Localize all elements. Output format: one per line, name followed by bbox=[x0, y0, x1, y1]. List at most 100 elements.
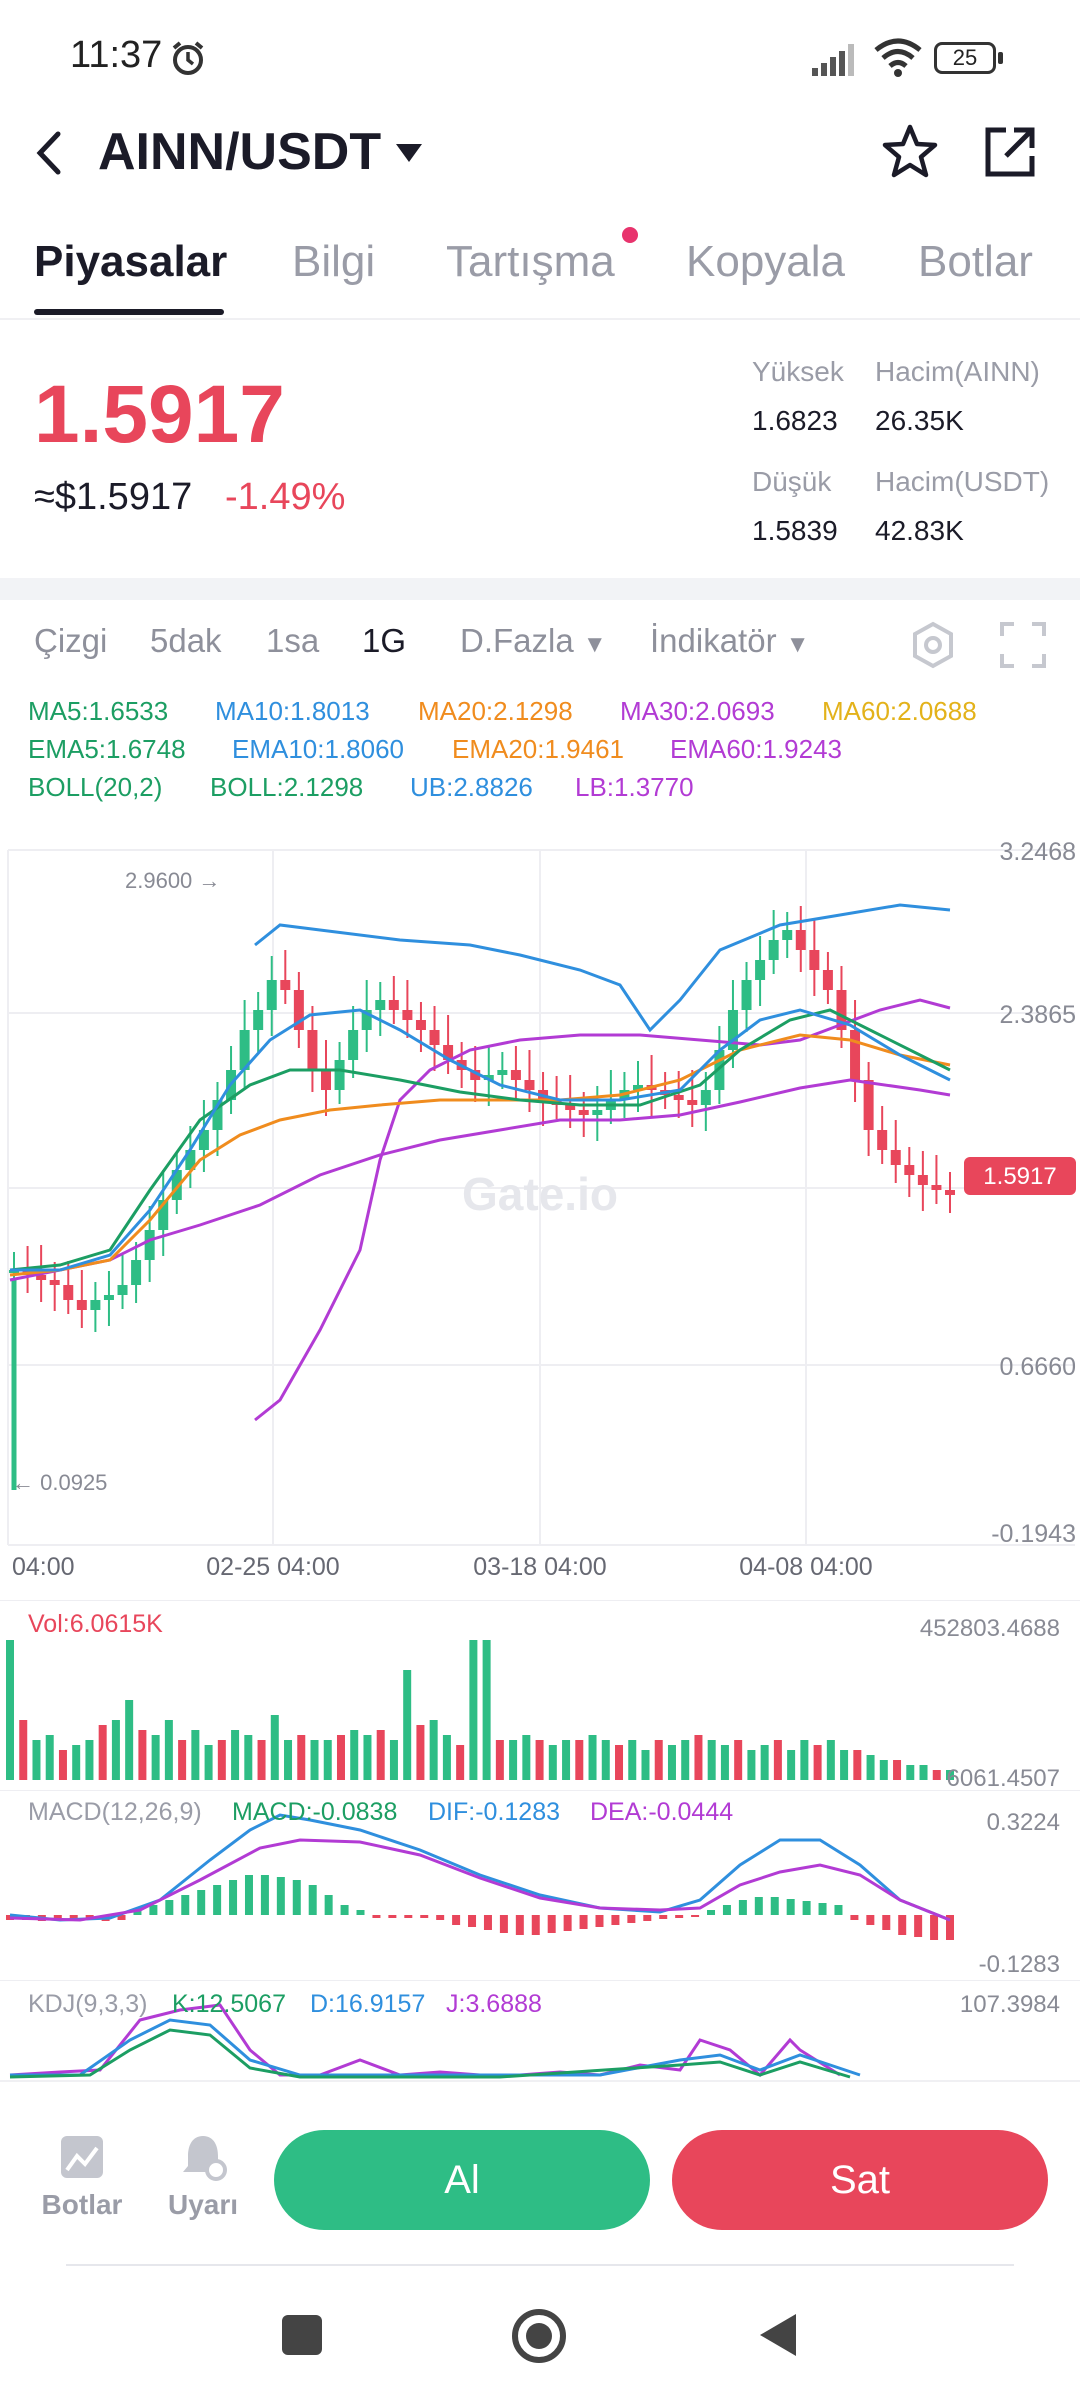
more-intervals-dropdown[interactable]: D.Fazla ▼ bbox=[460, 622, 607, 660]
macd-bar bbox=[786, 1899, 795, 1915]
candle-body bbox=[361, 1010, 372, 1030]
macd-bar bbox=[229, 1880, 238, 1915]
pair-dropdown-icon[interactable] bbox=[396, 144, 422, 164]
macd-bar bbox=[627, 1915, 636, 1923]
macd-bar bbox=[197, 1890, 206, 1915]
candle-body bbox=[904, 1165, 915, 1175]
candle-body bbox=[863, 1080, 874, 1130]
moving-average-lines bbox=[9, 903, 951, 1422]
volume-min: 6061.4507 bbox=[947, 1765, 1060, 1790]
candle-body bbox=[90, 1300, 101, 1310]
volume-bar bbox=[615, 1745, 624, 1780]
volume-bar bbox=[893, 1760, 902, 1780]
alert-button[interactable]: Uyarı bbox=[158, 2130, 248, 2240]
volume-bar bbox=[840, 1750, 849, 1780]
macd-chart: MACD(12,26,9) MACD:-0.0838 DIF:-0.1283 D… bbox=[0, 1790, 1080, 1978]
macd-bar bbox=[244, 1875, 253, 1915]
tab-bilgi[interactable]: Bilgi bbox=[292, 237, 376, 286]
battery-icon: 25 bbox=[934, 42, 996, 74]
bots-button[interactable]: Botlar bbox=[36, 2130, 128, 2240]
candle-body bbox=[158, 1200, 169, 1230]
usd-price: ≈$1.5917 bbox=[34, 476, 193, 518]
fullscreen-icon[interactable] bbox=[998, 620, 1048, 670]
low-marker: ← 0.0925 bbox=[12, 1470, 107, 1495]
interval-1d[interactable]: 1G bbox=[362, 622, 407, 659]
legend-boll-lb: LB:1.3770 bbox=[575, 772, 694, 802]
candle-body bbox=[592, 1110, 603, 1115]
legend-ema10: EMA10:1.8060 bbox=[232, 734, 405, 764]
volume-bar bbox=[58, 1750, 67, 1780]
tab-kopyala[interactable]: Kopyala bbox=[686, 237, 846, 286]
kdj-d-value: D:16.9157 bbox=[310, 1990, 425, 2018]
y-axis-label: -0.1943 bbox=[991, 1520, 1076, 1548]
legend-ma60: MA60:2.0688 bbox=[822, 696, 977, 726]
x-axis-label: 03-18 04:00 bbox=[473, 1553, 606, 1581]
macd-bar bbox=[260, 1875, 269, 1915]
volume-bar bbox=[98, 1725, 107, 1780]
macd-bar bbox=[898, 1915, 907, 1935]
dea-value: DEA:-0.0444 bbox=[590, 1798, 733, 1826]
volume-bar bbox=[932, 1770, 941, 1780]
home-icon[interactable] bbox=[510, 2307, 568, 2365]
macd-bar bbox=[276, 1877, 285, 1915]
macd-bar bbox=[404, 1915, 413, 1918]
more-intervals-label: D.Fazla bbox=[460, 622, 574, 659]
candle-body bbox=[510, 1070, 521, 1080]
candlestick-chart[interactable]: Gate.io 2.9600 → ← 0.0925 3.2468 2.3865 … bbox=[0, 830, 1080, 1600]
high-value: 1.6823 bbox=[752, 405, 838, 436]
chart-settings-icon[interactable] bbox=[908, 620, 958, 670]
share-icon[interactable] bbox=[980, 122, 1040, 182]
recent-apps-icon[interactable] bbox=[282, 2315, 322, 2355]
pair-title[interactable]: AINN/USDT bbox=[98, 123, 382, 181]
volume-bar bbox=[429, 1720, 438, 1780]
buy-button[interactable]: Al bbox=[274, 2130, 650, 2230]
volume-bar bbox=[178, 1740, 187, 1780]
interval-5m[interactable]: 5dak bbox=[150, 622, 222, 659]
last-price: 1.5917 bbox=[34, 369, 285, 460]
volume-bar bbox=[667, 1745, 676, 1780]
macd-bar bbox=[754, 1897, 763, 1915]
volume-bar bbox=[191, 1730, 200, 1780]
status-time: 11:37 bbox=[70, 34, 163, 76]
tab-piyasalar[interactable]: Piyasalar bbox=[34, 237, 228, 286]
macd-bar bbox=[117, 1915, 126, 1920]
favorite-star-icon[interactable] bbox=[880, 122, 940, 182]
dif-value: DIF:-0.1283 bbox=[428, 1798, 560, 1826]
volume-bar bbox=[641, 1750, 650, 1780]
alert-bell-icon bbox=[183, 2136, 227, 2181]
volume-bar bbox=[548, 1745, 557, 1780]
macd-bar bbox=[611, 1915, 620, 1925]
candle-body bbox=[266, 980, 277, 1010]
volume-bar bbox=[601, 1740, 610, 1780]
back-icon[interactable] bbox=[30, 128, 70, 178]
interval-1h[interactable]: 1sa bbox=[266, 622, 320, 659]
macd-bar bbox=[388, 1915, 397, 1918]
boll-upper-line bbox=[254, 903, 951, 1033]
volume-bar bbox=[257, 1740, 266, 1780]
back-nav-icon[interactable] bbox=[756, 2310, 800, 2360]
ma5-line bbox=[9, 1008, 951, 1272]
volume-bar bbox=[336, 1735, 345, 1780]
macd-bar bbox=[356, 1910, 365, 1915]
sell-button[interactable]: Sat bbox=[672, 2130, 1048, 2230]
volume-bar bbox=[456, 1745, 465, 1780]
candle-body bbox=[836, 990, 847, 1030]
macd-bar bbox=[181, 1895, 190, 1915]
volume-bar bbox=[866, 1755, 875, 1780]
indicator-label: İndikatör bbox=[650, 622, 777, 659]
candle-body bbox=[497, 1070, 508, 1075]
interval-line[interactable]: Çizgi bbox=[34, 622, 108, 659]
volume-bar bbox=[270, 1715, 279, 1780]
legend-boll-ub: UB:2.8826 bbox=[410, 772, 533, 802]
macd-bar bbox=[930, 1915, 939, 1940]
volume-bar bbox=[720, 1745, 729, 1780]
candle-body bbox=[36, 1275, 47, 1280]
tab-tartisma[interactable]: Tartışma bbox=[446, 237, 615, 286]
volume-bar bbox=[879, 1760, 888, 1780]
volume-bar bbox=[45, 1735, 54, 1780]
indicator-dropdown[interactable]: İndikatör ▼ bbox=[650, 622, 810, 660]
tab-botlar[interactable]: Botlar bbox=[918, 237, 1033, 286]
bots-icon bbox=[61, 2136, 103, 2178]
macd-max: 0.3224 bbox=[987, 1809, 1060, 1836]
volume-bar bbox=[204, 1745, 213, 1780]
